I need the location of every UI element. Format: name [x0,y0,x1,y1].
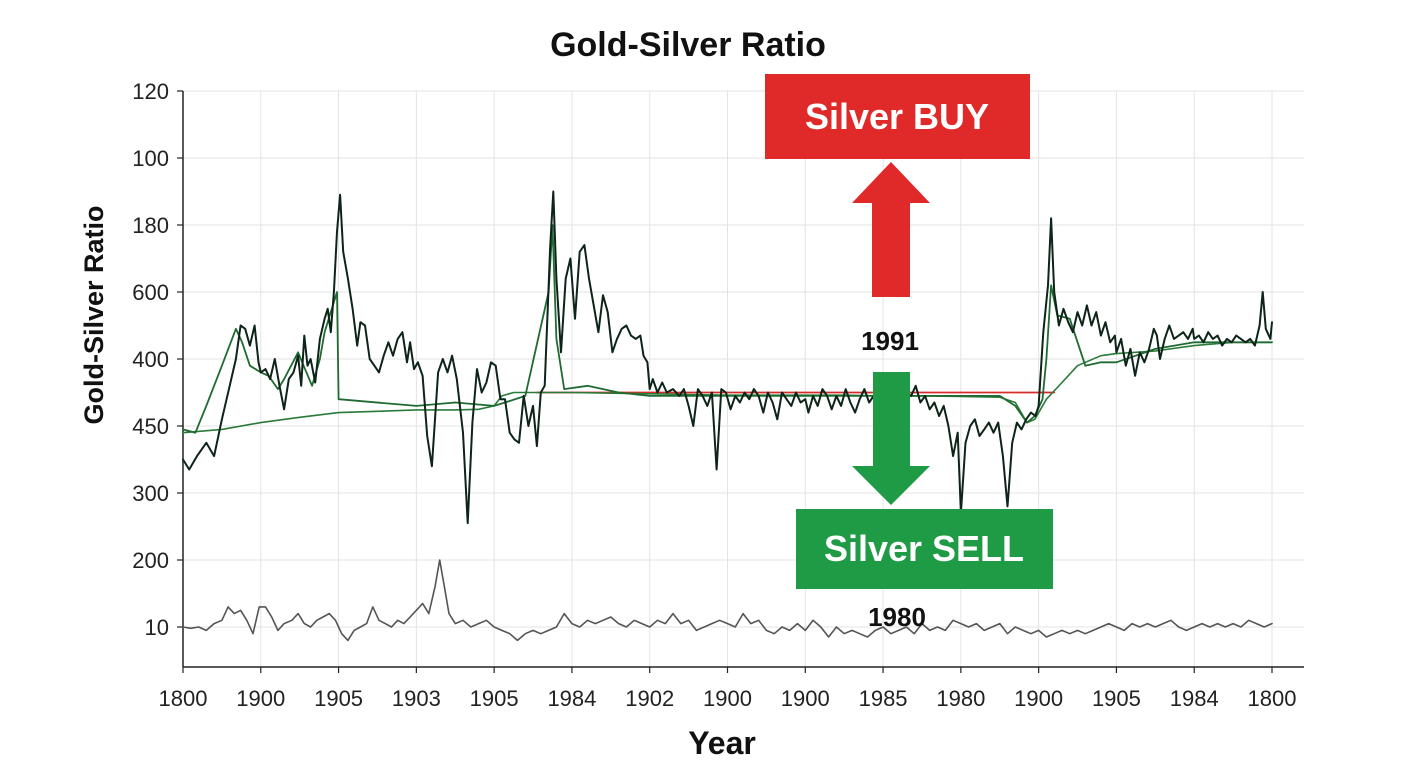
y-tick-label: 200 [132,548,169,573]
y-tick-label: 450 [132,414,169,439]
series-line-0 [182,190,1273,525]
silver-buy-annotation: Silver BUY [765,74,1030,297]
axes: 10 200 300 450 400 600 180 100 120 1800 1900 1905 19… [132,79,1304,711]
silver-sell-label: Silver SELL [824,528,1024,569]
x-tick-label: 1985 [859,686,908,711]
x-tick-label: 1984 [547,686,596,711]
series-line-4 [182,559,1273,642]
x-tick-label: 1984 [1170,686,1219,711]
annotation-1991: 1991 [861,326,919,356]
x-tick-label: 1980 [936,686,985,711]
silver-buy-label: Silver BUY [805,96,989,137]
x-axis-label: Year [688,725,756,761]
silver-sell-box [796,509,1053,589]
series-layer [182,190,1273,642]
y-axis-label: Gold-Silver Ratio [79,205,109,424]
x-tick-label: 1905 [314,686,363,711]
up-arrow-icon [852,162,930,297]
y-tick-label: 120 [132,79,169,104]
x-tick-label: 1902 [625,686,674,711]
x-tick-label: 1900 [703,686,752,711]
series-line-1 [182,224,1273,434]
x-tick-label: 1900 [1014,686,1063,711]
x-tick-label: 1903 [392,686,441,711]
x-tick-label: 1800 [1248,686,1297,711]
chart-title: Gold-Silver Ratio [550,26,826,64]
x-tick-label: 1900 [236,686,285,711]
x-tick-label: 1905 [470,686,519,711]
y-tick-label: 400 [132,347,169,372]
silver-sell-annotation: Silver SELL [796,372,1053,589]
x-tick-label: 1905 [1092,686,1141,711]
annotation-1980: 1980 [868,602,926,632]
y-tick-label: 10 [145,615,169,640]
x-tick-label: 1900 [781,686,830,711]
y-tick-label: 600 [132,280,169,305]
grid [182,90,1304,667]
y-tick-label: 180 [132,213,169,238]
silver-buy-box [765,74,1030,159]
down-arrow-icon [852,372,930,505]
y-tick-label: 100 [132,146,169,171]
y-tick-label: 300 [132,481,169,506]
x-tick-label: 1800 [159,686,208,711]
